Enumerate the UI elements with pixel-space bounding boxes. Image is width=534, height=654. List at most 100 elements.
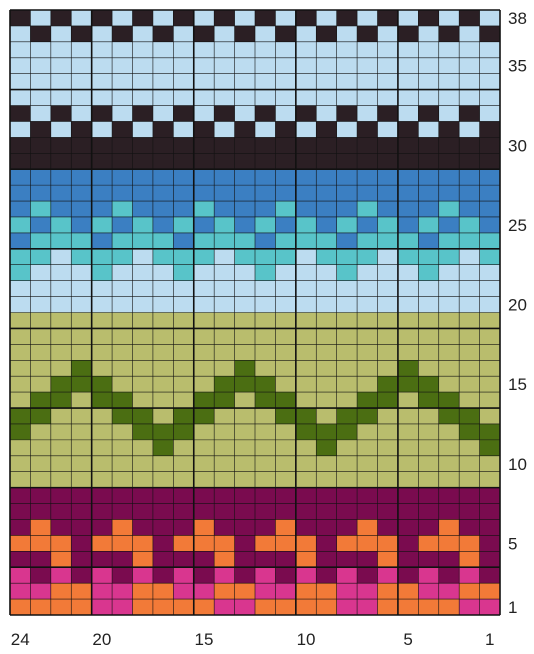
chart-cell <box>234 185 256 202</box>
chart-cell <box>10 567 31 584</box>
chart-cell <box>173 360 195 377</box>
chart-cell <box>275 280 297 297</box>
chart-cell <box>357 185 378 202</box>
chart-cell <box>438 567 460 584</box>
chart-cell <box>112 185 133 202</box>
chart-cell <box>418 408 440 425</box>
chart-cell <box>10 312 31 329</box>
chart-cell <box>91 535 113 552</box>
chart-cell <box>397 232 419 250</box>
chart-cell <box>152 105 174 122</box>
chart-cell <box>418 567 440 584</box>
chart-cell <box>214 248 235 266</box>
chart-cell <box>459 328 480 345</box>
chart-cell <box>10 137 31 154</box>
chart-cell <box>214 376 235 393</box>
chart-cell <box>112 312 133 329</box>
chart-cell <box>214 471 235 488</box>
chart-cell <box>438 89 460 106</box>
chart-cell <box>152 201 174 218</box>
chart-cell <box>10 408 31 425</box>
chart-cell <box>316 153 337 170</box>
chart-cell <box>193 232 215 250</box>
chart-cell <box>357 503 378 520</box>
chart-cell <box>91 57 113 74</box>
chart-cell <box>10 73 31 90</box>
chart-cell <box>377 216 399 234</box>
chart-cell <box>377 567 399 584</box>
chart-cell <box>112 392 133 409</box>
chart-cell <box>357 583 378 600</box>
chart-cell <box>275 567 297 584</box>
chart-cell <box>316 280 337 297</box>
chart-cell <box>377 25 399 43</box>
chart-cell <box>10 296 31 313</box>
chart-cell <box>50 376 72 393</box>
chart-cell <box>459 105 480 122</box>
chart-cell <box>234 344 256 361</box>
chart-cell <box>479 25 501 43</box>
chart-cell <box>234 376 256 393</box>
chart-cell <box>418 360 440 377</box>
chart-cell <box>275 201 297 218</box>
chart-cell <box>91 455 113 473</box>
chart-cell <box>377 439 399 457</box>
chart-cell <box>30 519 52 536</box>
chart-cell <box>91 503 113 520</box>
chart-cell <box>438 153 460 170</box>
chart-cell <box>71 328 92 345</box>
chart-cell <box>295 503 317 520</box>
chart-cell <box>50 89 72 106</box>
chart-cell <box>30 312 52 329</box>
chart-cell <box>377 503 399 520</box>
chart-cell <box>479 455 501 473</box>
chart-cell <box>152 455 174 473</box>
chart-cell <box>50 10 72 27</box>
chart-cell <box>418 551 440 568</box>
chart-cell <box>214 439 235 457</box>
chart-cell <box>357 392 378 409</box>
chart-cell <box>193 57 215 74</box>
chart-cell <box>316 392 337 409</box>
chart-cell <box>173 376 195 393</box>
chart-cell <box>173 248 195 266</box>
chart-cell <box>234 248 256 266</box>
chart-cell <box>10 328 31 345</box>
chart-cell <box>459 153 480 170</box>
chart-cell <box>71 360 92 377</box>
chart-cell <box>71 376 92 393</box>
chart-cell <box>418 137 440 154</box>
chart-cell <box>418 280 440 297</box>
chart-cell <box>459 408 480 425</box>
chart-cell <box>214 216 235 234</box>
chart-cell <box>91 264 113 281</box>
chart-cell <box>316 248 337 266</box>
chart-cell <box>295 583 317 600</box>
chart-cell <box>234 121 256 138</box>
chart-cell <box>255 487 276 504</box>
chart-cell <box>397 455 419 473</box>
chart-cell <box>193 25 215 43</box>
chart-cell <box>193 121 215 138</box>
chart-cell <box>377 583 399 600</box>
chart-cell <box>357 296 378 313</box>
chart-cell <box>255 455 276 473</box>
column-label: 24 <box>11 630 30 649</box>
chart-cell <box>459 185 480 202</box>
chart-cell <box>30 487 52 504</box>
chart-cell <box>112 551 133 568</box>
chart-cell <box>275 360 297 377</box>
chart-cell <box>295 296 317 313</box>
chart-cell <box>71 25 92 43</box>
chart-cell <box>91 487 113 504</box>
chart-cell <box>336 105 358 122</box>
chart-cells <box>10 10 501 616</box>
chart-cell <box>10 121 31 138</box>
chart-cell <box>418 248 440 266</box>
chart-cell <box>71 487 92 504</box>
chart-cell <box>275 41 297 59</box>
chart-cell <box>193 599 215 616</box>
chart-cell <box>112 535 133 552</box>
chart-cell <box>275 264 297 281</box>
